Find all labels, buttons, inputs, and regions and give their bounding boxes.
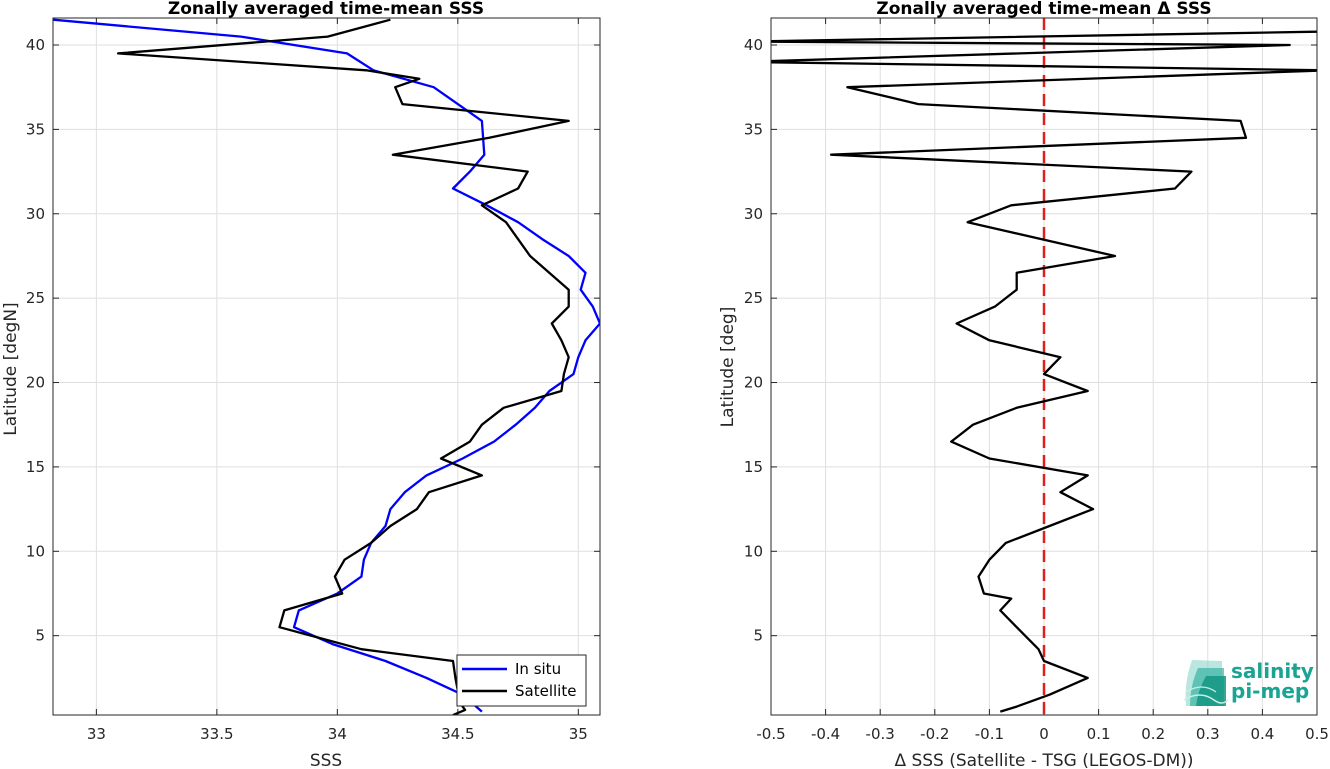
right-x-tick-label: -0.1: [975, 725, 1004, 743]
legend-label-satellite: Satellite: [515, 682, 576, 700]
right-y-axis-label: Latitude [deg]: [718, 307, 738, 428]
right-axes-frame: [770, 17, 1318, 716]
left-x-tick-label: 34.5: [441, 725, 474, 743]
left-series-line-in-situ: [53, 18, 600, 713]
left-x-tick-label: 35: [569, 725, 588, 743]
right-x-tick-label: 0.1: [1087, 725, 1111, 743]
right-chart: -0.5 -0.4 -0.3 -0.2 -0.1 0 0.1 0.2 0.3 0.4 0.5 5 10…: [718, 0, 1329, 769]
left-chart-title: Zonally averaged time-mean SSS: [168, 0, 484, 19]
right-x-tick-label: 0.3: [1196, 725, 1220, 743]
right-x-tick-label: 0.4: [1250, 725, 1274, 743]
right-x-tick-label: -0.5: [756, 725, 785, 743]
right-x-tick-labels: -0.5 -0.4 -0.3 -0.2 -0.1 0 0.1 0.2 0.3 0.4 0.5: [756, 725, 1329, 743]
right-x-tick-label: -0.4: [811, 725, 840, 743]
legend-label-in-situ: In situ: [515, 660, 561, 678]
left-y-tick-label: 35: [26, 120, 45, 138]
right-y-tick-label: 15: [744, 458, 763, 476]
legend: In situ Satellite: [456, 654, 587, 707]
right-x-tick-label: 0.2: [1141, 725, 1165, 743]
left-x-tick-label: 33: [87, 725, 106, 743]
right-x-tick-label: -0.2: [920, 725, 949, 743]
logo-text-line1: salinity: [1231, 659, 1314, 683]
left-x-tick-label: 33.5: [200, 725, 233, 743]
left-y-tick-label: 5: [35, 627, 45, 645]
right-x-axis-label: Δ SSS (Satellite - TSG (LEGOS-DM)): [894, 751, 1193, 769]
right-x-tick-label: -0.3: [866, 725, 895, 743]
right-y-tick-label: 30: [744, 205, 763, 223]
left-y-tick-label: 10: [26, 542, 45, 560]
left-x-tick-labels: 33 33.5 34 34.5 35: [87, 725, 588, 743]
left-series-line-satellite: [116, 18, 570, 715]
left-x-axis-label: SSS: [310, 751, 342, 769]
right-series-lines: [771, 18, 1317, 715]
left-tick-marks: [53, 18, 600, 715]
right-x-tick-label: 0.5: [1305, 725, 1329, 743]
right-x-tick-label: 0: [1039, 725, 1049, 743]
right-y-tick-label: 10: [744, 542, 763, 560]
logo-text-line2: pi-mep: [1231, 679, 1309, 703]
left-chart: 33 33.5 34 34.5 35 5 10 15 20 25 30 35 40 Zonally a…: [1, 0, 601, 769]
left-gridlines: [53, 18, 600, 715]
right-chart-title: Zonally averaged time-mean Δ SSS: [876, 0, 1211, 19]
right-y-tick-labels: 5 10 15 20 25 30 35 40: [744, 36, 763, 645]
salinity-pi-mep-logo: salinity pi-mep: [1183, 659, 1314, 706]
left-series-lines: [53, 18, 600, 715]
right-y-tick-label: 40: [744, 36, 763, 54]
left-axes-frame: [52, 17, 601, 716]
right-y-tick-label: 5: [753, 627, 763, 645]
wave-logo-icon: [1183, 660, 1229, 706]
left-y-tick-label: 30: [26, 205, 45, 223]
legend-box: [456, 654, 587, 707]
left-y-axis-label: Latitude [degN]: [1, 302, 21, 435]
right-y-tick-label: 20: [744, 374, 763, 392]
left-x-tick-label: 34: [328, 725, 347, 743]
right-series-line-series-0: [771, 30, 1317, 713]
left-y-tick-label: 25: [26, 289, 45, 307]
left-y-tick-label: 20: [26, 374, 45, 392]
left-y-tick-label: 15: [26, 458, 45, 476]
right-y-tick-label: 25: [744, 289, 763, 307]
left-y-tick-label: 40: [26, 36, 45, 54]
left-y-tick-labels: 5 10 15 20 25 30 35 40: [26, 36, 45, 645]
right-y-tick-label: 35: [744, 120, 763, 138]
